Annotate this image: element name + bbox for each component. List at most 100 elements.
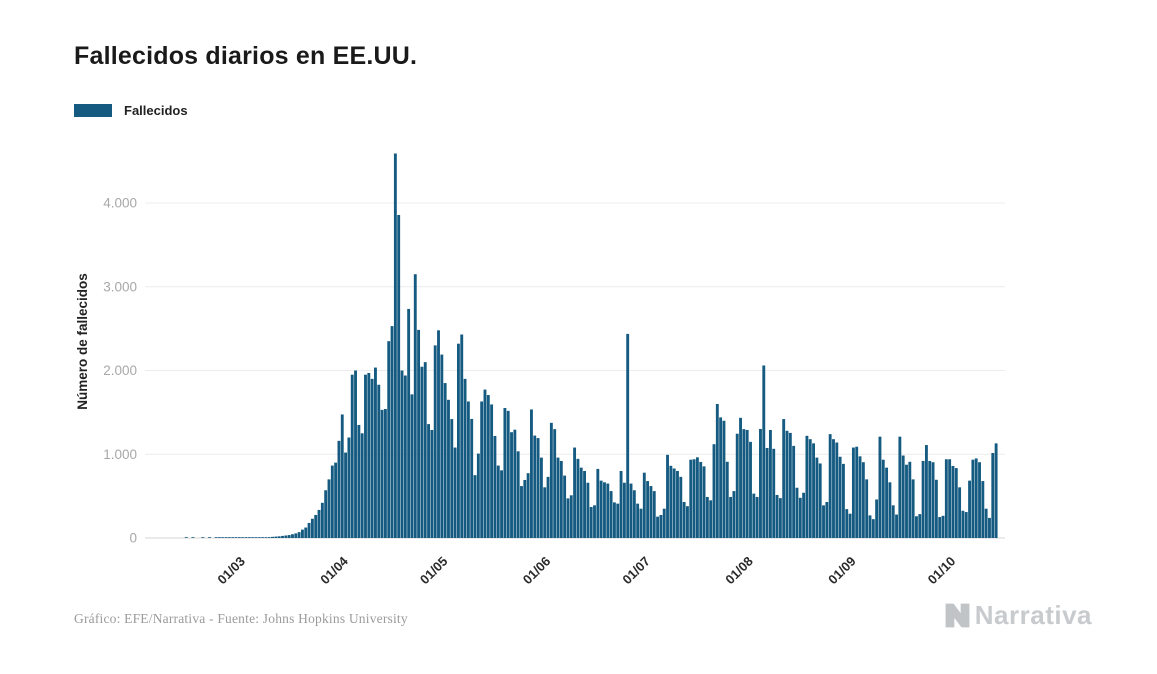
bar xyxy=(447,399,450,538)
bar xyxy=(470,418,474,538)
bar xyxy=(888,482,892,538)
bar xyxy=(603,482,606,538)
bar xyxy=(327,479,331,539)
bar xyxy=(626,333,630,538)
bars-series-fallecidos xyxy=(184,153,998,539)
x-axis-tick-labels: 01/03 01/04 01/05 01/06 01/07 01/08 01/09 01/10 xyxy=(214,553,958,587)
bar xyxy=(782,419,786,538)
bar xyxy=(891,505,895,538)
bar xyxy=(277,536,281,539)
bar xyxy=(788,432,792,538)
bar xyxy=(453,447,457,538)
bar xyxy=(911,479,915,539)
bar xyxy=(546,476,550,538)
bar xyxy=(496,465,500,538)
bar xyxy=(407,308,411,538)
bar xyxy=(586,482,590,539)
bar xyxy=(281,535,284,538)
bar xyxy=(267,537,271,538)
bar xyxy=(639,508,643,538)
y-tick-label: 1.000 xyxy=(103,447,137,462)
bar xyxy=(765,447,769,538)
bar xyxy=(968,480,971,538)
bar xyxy=(526,473,530,538)
bar xyxy=(301,529,304,539)
narrativa-logo-text: Narrativa xyxy=(974,600,1092,630)
bar xyxy=(284,535,288,538)
x-tick-label: 01/08 xyxy=(722,554,756,588)
bar xyxy=(642,472,646,539)
chart-title: Fallecidos diarios en EE.UU. xyxy=(74,42,418,70)
bar xyxy=(553,429,557,539)
bar xyxy=(752,493,756,538)
bar xyxy=(334,462,338,539)
bar xyxy=(666,454,669,538)
bar xyxy=(828,434,832,538)
legend-swatch-fallecidos xyxy=(74,104,112,117)
legend-label: Fallecidos xyxy=(124,103,188,118)
bar xyxy=(616,503,620,538)
bar xyxy=(549,422,553,538)
bar xyxy=(437,330,440,538)
bar xyxy=(931,462,935,538)
bar xyxy=(337,440,341,538)
bar xyxy=(719,417,723,538)
bar xyxy=(224,537,228,538)
bar xyxy=(951,465,955,539)
bar xyxy=(692,459,696,538)
bar xyxy=(400,370,404,538)
bar xyxy=(649,486,653,538)
bar xyxy=(802,492,806,538)
bar xyxy=(732,491,736,538)
bar xyxy=(689,459,693,538)
bar xyxy=(559,460,563,538)
bar xyxy=(686,506,689,539)
bar xyxy=(735,433,739,538)
bar xyxy=(506,410,510,538)
bar xyxy=(440,354,444,538)
bar xyxy=(984,508,988,538)
bar xyxy=(991,452,995,538)
bar xyxy=(456,343,460,538)
bar xyxy=(702,466,706,538)
bar xyxy=(778,498,782,538)
bar xyxy=(364,374,367,538)
bar xyxy=(543,487,547,538)
bar xyxy=(921,460,925,538)
bar xyxy=(622,482,626,539)
bar xyxy=(881,459,885,538)
bar xyxy=(961,510,965,538)
bar xyxy=(523,479,527,538)
y-axis-title: Número de fallecidos xyxy=(75,273,90,410)
bar xyxy=(898,436,902,538)
bar xyxy=(423,362,427,539)
bar xyxy=(360,433,364,538)
bar xyxy=(725,461,729,538)
bar xyxy=(759,428,762,538)
bar xyxy=(944,459,948,538)
bar xyxy=(699,461,703,538)
bar xyxy=(825,501,829,538)
bar xyxy=(739,417,742,538)
bar xyxy=(994,443,998,538)
bar xyxy=(875,499,879,539)
bar xyxy=(520,486,523,538)
bar xyxy=(510,432,513,538)
bar xyxy=(818,463,822,538)
bar xyxy=(808,439,812,539)
bar xyxy=(895,514,898,538)
bar xyxy=(536,438,540,538)
bar xyxy=(370,378,374,539)
bar xyxy=(433,345,437,539)
bar xyxy=(988,517,991,538)
bar xyxy=(609,491,613,538)
bar xyxy=(247,537,251,538)
bar xyxy=(659,514,663,538)
bar xyxy=(191,537,195,538)
bar xyxy=(981,481,985,538)
bar xyxy=(430,429,434,538)
bar xyxy=(443,383,447,538)
bar xyxy=(397,214,401,539)
bar xyxy=(938,517,942,538)
bar xyxy=(861,462,865,538)
